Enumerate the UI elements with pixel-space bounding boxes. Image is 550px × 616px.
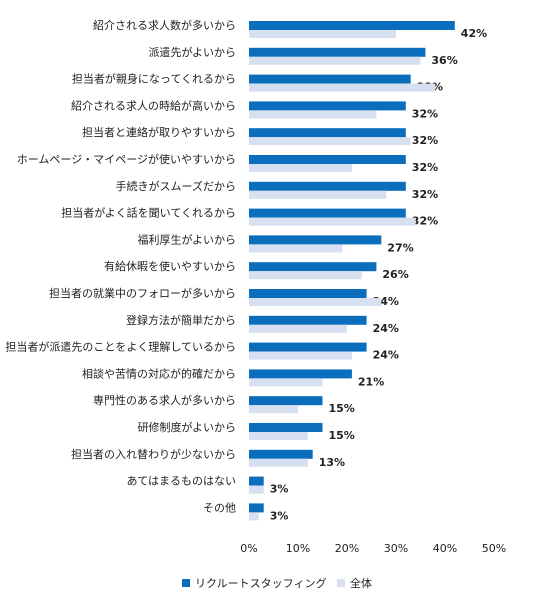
value-label: 32% <box>412 188 438 201</box>
category-label: 紹介される求人数が多いから <box>93 18 236 32</box>
bar <box>249 405 298 414</box>
category-label: 担当者が親身になってくれるから <box>72 72 236 86</box>
bar <box>249 289 367 298</box>
x-tick-label: 0% <box>240 542 257 555</box>
value-label: 32% <box>412 161 438 174</box>
category-label: ホームページ・マイページが使いやすいから <box>17 152 236 166</box>
category-label: 担当者と連絡が取りやすいから <box>82 125 236 139</box>
bar <box>249 342 367 352</box>
x-tick-label: 20% <box>335 542 359 555</box>
bar <box>249 101 406 111</box>
category-label: 専門性のある求人が多いから <box>93 393 236 407</box>
value-label: 3% <box>270 483 289 496</box>
bar <box>249 155 406 164</box>
bar <box>249 244 343 253</box>
bar <box>249 315 367 325</box>
bar <box>249 396 323 406</box>
bar <box>249 190 387 199</box>
bar <box>249 432 308 440</box>
x-tick-label: 40% <box>433 542 457 555</box>
bar <box>249 47 426 57</box>
bar <box>249 262 377 272</box>
category-label: 有給休暇を使いやすいから <box>104 259 236 273</box>
legend-swatch <box>337 579 345 587</box>
legend-label: 全体 <box>350 576 372 590</box>
value-label: 3% <box>270 509 289 522</box>
bar <box>249 458 308 467</box>
bar <box>249 449 313 459</box>
category-label: 研修制度がよいから <box>138 420 236 434</box>
bar <box>249 512 259 521</box>
bar <box>249 271 362 280</box>
category-label: 相談や苦情の対応が的確だから <box>82 366 236 380</box>
bar <box>249 298 382 306</box>
value-label: 24% <box>373 322 399 335</box>
bar <box>249 378 323 387</box>
bar <box>249 181 406 191</box>
value-label: 36% <box>431 54 457 67</box>
bar <box>249 128 406 138</box>
bar <box>249 351 352 360</box>
x-tick-label: 10% <box>286 542 310 555</box>
category-label: その他 <box>203 501 236 514</box>
x-tick-label: 30% <box>384 542 408 555</box>
bar <box>249 369 352 379</box>
category-label: 登録方法が簡単だから <box>126 313 236 327</box>
bar <box>249 485 264 494</box>
value-label: 15% <box>329 402 355 415</box>
category-label: 担当者の入れ替わりが少ないから <box>71 447 236 461</box>
category-label: 福利厚生がよいから <box>138 232 236 246</box>
bar <box>249 30 396 38</box>
x-tick-label: 50% <box>482 542 506 555</box>
bar <box>249 503 264 513</box>
value-label: 24% <box>373 349 399 362</box>
value-label: 42% <box>461 27 487 40</box>
bar <box>249 56 421 65</box>
bar <box>249 476 264 486</box>
bar <box>249 235 382 245</box>
value-label: 21% <box>358 375 384 388</box>
bar <box>249 21 455 30</box>
category-label: 担当者がよく話を聞いてくれるから <box>61 206 236 220</box>
bar <box>249 110 377 119</box>
category-label: あてはまるものはない <box>126 475 236 488</box>
bar <box>249 324 347 333</box>
bar <box>249 74 411 84</box>
value-label: 32% <box>412 107 438 120</box>
value-label: 15% <box>329 429 355 442</box>
value-label: 32% <box>412 215 438 228</box>
value-label: 27% <box>387 241 413 254</box>
category-label: 手続きがスムーズだから <box>116 179 236 193</box>
category-label: 担当者が派遣先のことをよく理解しているから <box>5 340 236 354</box>
value-label: 26% <box>382 268 408 281</box>
category-label: 紹介される求人の時給が高いから <box>71 98 236 112</box>
bar <box>249 217 416 226</box>
legend-label: リクルートスタッフィング <box>195 576 326 590</box>
value-label: 32% <box>412 134 438 147</box>
category-label: 派遣先がよいから <box>149 45 236 59</box>
category-label: 担当者の就業中のフォローが多いから <box>49 286 236 300</box>
bar <box>249 423 323 432</box>
bar <box>249 83 436 92</box>
bar <box>249 164 352 172</box>
legend-swatch <box>182 579 190 587</box>
bar <box>249 137 411 146</box>
value-label: 13% <box>319 456 345 469</box>
bar <box>249 208 406 218</box>
